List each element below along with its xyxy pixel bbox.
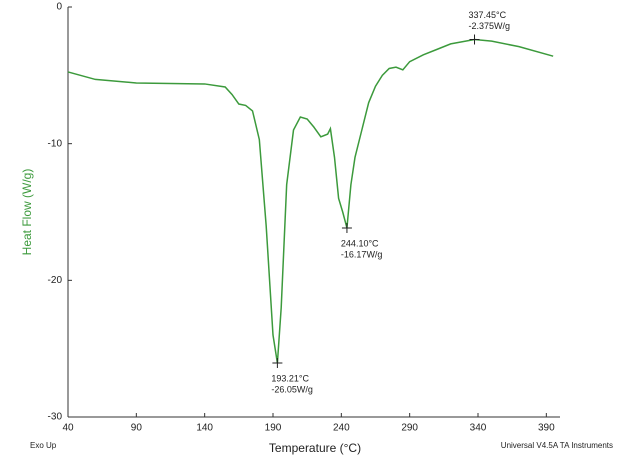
annotation-label: -26.05W/g xyxy=(271,384,313,394)
annotation-label: -16.17W/g xyxy=(341,249,383,259)
footer-right: Universal V4.5A TA Instruments xyxy=(501,441,613,450)
x-tick-label: 40 xyxy=(62,423,74,434)
x-tick-label: 90 xyxy=(131,423,143,434)
x-tick-label: 290 xyxy=(401,423,418,434)
x-axis-label: Temperature (°C) xyxy=(269,441,361,455)
footer-left: Exo Up xyxy=(30,441,57,450)
annotation-label: 193.21°C xyxy=(271,373,309,383)
peak-marker xyxy=(341,222,352,233)
y-tick-label: -30 xyxy=(48,412,63,423)
x-tick-label: 140 xyxy=(196,423,213,434)
y-axis-label: Heat Flow (W/g) xyxy=(20,169,34,256)
y-tick-label: -10 xyxy=(48,138,63,149)
y-tick-label: 0 xyxy=(56,2,62,13)
peak-marker xyxy=(469,34,480,45)
x-tick-label: 240 xyxy=(333,423,350,434)
annotation-label: 337.45°C xyxy=(469,10,507,20)
annotation-label: -2.375W/g xyxy=(469,21,511,31)
x-tick-label: 340 xyxy=(470,423,487,434)
annotation-label: 244.10°C xyxy=(341,238,379,248)
x-tick-label: 190 xyxy=(265,423,282,434)
curve xyxy=(67,38,554,364)
peak-marker xyxy=(272,358,283,369)
x-tick-label: 390 xyxy=(538,423,555,434)
y-tick-label: -20 xyxy=(48,275,63,286)
